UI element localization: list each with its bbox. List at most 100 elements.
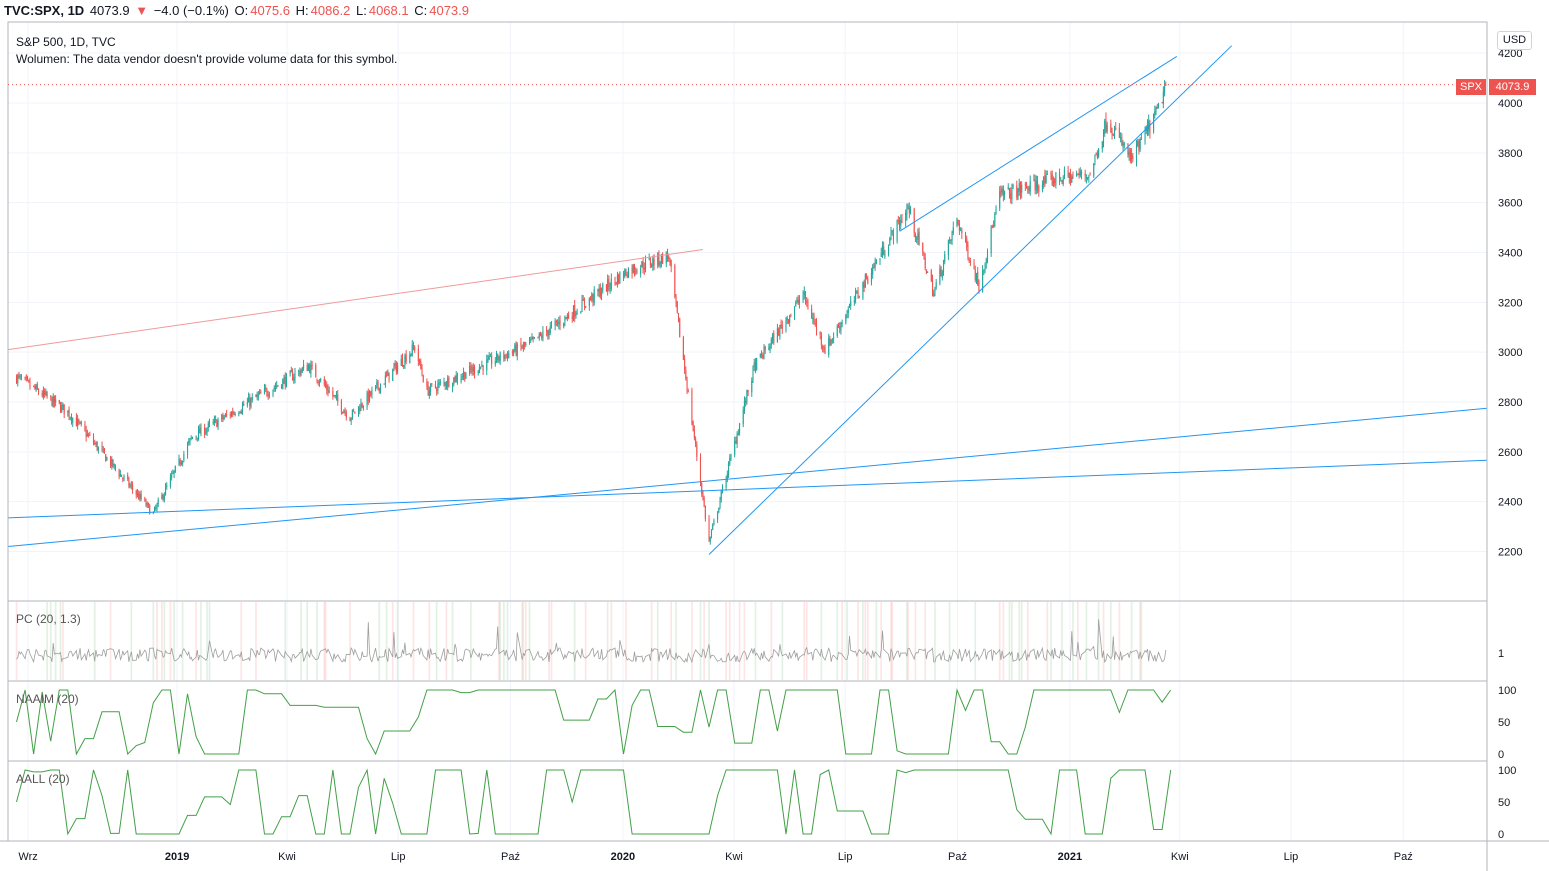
candle-body [674,265,676,297]
candle-body [41,393,43,397]
candle-body [427,385,429,396]
symbol-label[interactable]: TVC:SPX, 1D [4,3,85,18]
candle-body [977,271,979,285]
pc-band [743,602,746,680]
high-label: H: [295,3,309,18]
candle-body [1027,188,1029,190]
candle-body [806,300,808,303]
candle-body [1010,192,1012,200]
candle-body [212,422,214,424]
candle-body [344,411,346,413]
candle-body [250,398,252,407]
naaim-axis-label: 100 [1498,685,1516,697]
candle-body [25,377,27,379]
candle-body [1043,177,1045,186]
candle-body [362,405,364,409]
candle-body [742,409,744,425]
candle-body [582,298,584,301]
candle-body [377,381,379,388]
pc-band [206,602,208,680]
candle-body [917,233,919,240]
pc-band [675,602,677,680]
currency-button[interactable]: USD [1497,31,1532,50]
candle-body [549,326,551,334]
trendlines[interactable] [7,45,1488,555]
candle-body [990,226,992,254]
pc-band [699,602,702,680]
pc-band [864,602,867,680]
candle-body [899,220,901,228]
pc-band [866,602,869,680]
candle-body [1078,173,1080,175]
candle-body [411,344,413,356]
candle-body [713,520,715,525]
pc-band [803,602,806,680]
price-axis[interactable]: 2200 2400 2600 2800 3000 3200 3400 3600 3800 4000… [1498,48,1522,841]
pc-band [1139,602,1142,680]
candle-body [728,463,730,476]
aall-line [16,768,1172,836]
candle-body [787,319,789,323]
candle-body [469,365,471,374]
candle-body [301,367,303,373]
candle-body [548,331,550,337]
pc-axis-label: 1 [1498,648,1504,660]
candle-body [121,474,123,477]
candle-body [530,339,532,342]
price-axis-label: 3400 [1498,248,1522,260]
open-value: 4075.6 [250,3,290,18]
resistance-trendline-2019 [7,249,703,351]
candle-body [1035,180,1037,191]
pc-band [890,602,892,680]
time-axis-label: Lip [1284,851,1299,863]
candle-body [384,375,386,384]
pc-band [862,602,864,680]
candle-body [447,378,449,387]
candle-body [1129,149,1131,161]
candle-body [437,383,439,391]
candle-body [781,325,783,329]
candle-body [736,433,738,445]
time-axis-label: Paź [948,851,967,863]
candle-body [850,300,852,307]
candle-body [522,343,524,348]
candle-body [533,337,535,339]
candle-body [508,352,510,359]
pc-band [738,602,741,680]
candle-body [528,340,531,342]
candle-body [67,410,69,413]
candle-body [796,298,798,302]
candle-body [1161,102,1163,104]
candle-body [335,395,338,398]
candle-body [1157,103,1160,109]
candle-body [208,422,211,424]
pc-band [524,602,527,680]
naaim-title: NAAIM (20) [16,692,79,706]
pc-band [391,602,394,680]
candle-body [793,307,796,316]
candle-body [51,397,53,407]
candle-body [1055,172,1057,185]
candle-body [563,323,565,327]
pc-band [703,602,705,680]
candle-body [77,419,79,426]
candle-body [92,436,95,444]
candle-body [45,391,47,395]
candle-body [299,370,301,376]
candle-body [186,444,189,455]
candle-body [1011,187,1013,199]
pc-band [1085,602,1088,680]
candle-body [1106,124,1108,132]
candle-body [1007,186,1009,190]
naaim-indicator [16,688,1172,756]
candle-body [497,353,499,361]
pane-border [7,600,1488,682]
candle-body [665,252,667,264]
time-axis[interactable]: Wrz 2019 Kwi Lip Paź 2020 Kwi Lip Paź 2021 Kwi Lip P… [18,851,1412,863]
candle-body [328,390,330,393]
pc-band [805,602,808,680]
candle-body [863,282,865,288]
candle-body [1102,134,1105,144]
volume-note: Wolumen: The data vendor doesn't provide… [16,52,398,66]
